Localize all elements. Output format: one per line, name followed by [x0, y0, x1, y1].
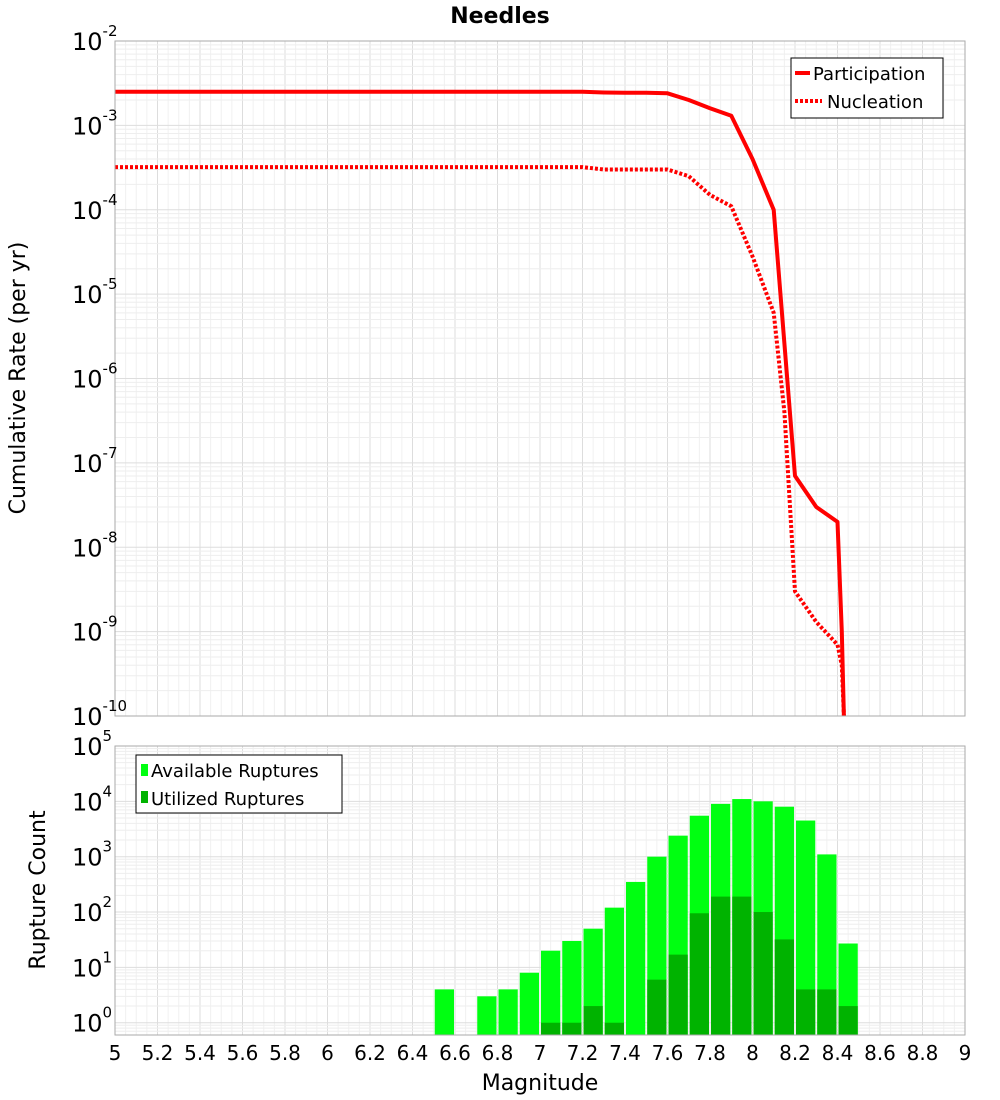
x-tick-label: 6.2 [354, 1041, 386, 1065]
x-tick-label: 5.8 [269, 1041, 301, 1065]
rate-plot-frame [114, 40, 966, 717]
available-ruptures-bar [434, 989, 454, 1035]
count-plot-frame [114, 745, 966, 1036]
utilized-ruptures-bar [817, 989, 837, 1035]
count-y-tick-label: 100 [72, 1004, 112, 1038]
x-tick-label: 7.8 [694, 1041, 726, 1065]
utilized-ruptures-bar [689, 913, 709, 1035]
x-tick-label: 8 [746, 1041, 759, 1065]
utilized-legend-label: Utilized Ruptures [151, 789, 304, 810]
available-legend-swatch [141, 764, 148, 776]
rate-y-tick-label: 10-3 [72, 106, 118, 140]
rate-y-tick-label: 10-5 [72, 275, 118, 309]
available-ruptures-bar [477, 996, 497, 1035]
utilized-ruptures-bar [838, 1006, 858, 1035]
x-tick-label: 8.4 [822, 1041, 854, 1065]
utilized-ruptures-bar [753, 912, 773, 1035]
x-tick-label: 5 [109, 1041, 122, 1065]
rate-y-tick-label: 10-2 [72, 22, 118, 56]
nucleation-line [115, 165, 846, 717]
x-tick-label: 9 [959, 1041, 972, 1065]
rate-y-tick-label: 10-4 [72, 191, 118, 225]
chart-title: Needles [450, 4, 550, 29]
count-y-tick-label: 102 [72, 893, 112, 927]
x-tick-label: 5.2 [142, 1041, 174, 1065]
utilized-ruptures-bar [562, 1022, 582, 1035]
x-tick-label: 8.2 [779, 1041, 811, 1065]
utilized-ruptures-bar [541, 1022, 561, 1035]
participation-legend-label: Participation [813, 64, 925, 85]
available-ruptures-bar [796, 820, 816, 1035]
rate-y-tick-label: 10-10 [72, 697, 127, 731]
utilized-ruptures-bar [583, 1006, 603, 1035]
x-tick-label: 7.4 [609, 1041, 641, 1065]
participation-line [115, 89, 846, 717]
x-tick-label: 5.4 [184, 1041, 216, 1065]
x-axis-title: Magnitude [482, 1071, 599, 1096]
count-y-axis-title: Rupture Count [26, 810, 51, 970]
utilized-ruptures-bar [774, 939, 794, 1035]
utilized-legend-swatch [141, 791, 148, 803]
nucleation-legend-label: Nucleation [827, 92, 923, 113]
utilized-ruptures-bars [541, 896, 858, 1035]
x-tick-label: 8.6 [864, 1041, 896, 1065]
utilized-ruptures-bar [732, 896, 752, 1035]
available-ruptures-bar [498, 989, 518, 1035]
x-tick-label: 6.8 [482, 1041, 514, 1065]
count-y-tick-label: 103 [72, 838, 112, 872]
utilized-ruptures-bar [796, 989, 816, 1035]
rate-grid [114, 40, 966, 717]
utilized-ruptures-bar [711, 896, 731, 1035]
x-tick-label: 6 [321, 1041, 334, 1065]
count-y-tick-label: 104 [72, 782, 112, 816]
utilized-ruptures-bar [668, 954, 688, 1035]
utilized-ruptures-bar [647, 979, 667, 1035]
utilized-ruptures-bar [604, 1022, 624, 1035]
rate-y-axis-title: Cumulative Rate (per yr) [6, 242, 31, 515]
count-legend: Available Ruptures Utilized Ruptures [135, 754, 343, 814]
rate-y-ticks: 10-10 10-9 10-8 10-7 10-6 10-5 10-4 10-3 10-2 [72, 22, 127, 731]
count-legend-box [135, 754, 343, 814]
x-tick-label: 6.6 [439, 1041, 471, 1065]
available-legend-label: Available Ruptures [151, 761, 319, 782]
x-tick-label: 7.6 [652, 1041, 684, 1065]
rupture-count-chart: 100 101 102 103 104 105 5 5.2 5.4 5.6 5.8 6 6.2 6.4 6… [26, 727, 971, 1096]
rate-legend-box [790, 57, 944, 119]
rate-y-tick-label: 10-8 [72, 528, 118, 562]
x-tick-label: 7 [534, 1041, 547, 1065]
rate-y-tick-label: 10-7 [72, 444, 118, 478]
count-y-tick-label: 101 [72, 948, 112, 982]
count-y-tick-label: 105 [72, 727, 112, 761]
count-y-ticks: 100 101 102 103 104 105 [72, 727, 112, 1038]
rate-y-tick-label: 10-6 [72, 360, 118, 394]
available-ruptures-bar [626, 881, 646, 1035]
x-tick-label: 8.8 [907, 1041, 939, 1065]
rate-legend: Participation Nucleation [790, 57, 944, 119]
rate-y-tick-label: 10-9 [72, 613, 118, 647]
x-tick-label: 7.2 [567, 1041, 599, 1065]
available-ruptures-bar [604, 907, 624, 1035]
available-ruptures-bar [519, 972, 539, 1035]
x-tick-label: 6.4 [397, 1041, 429, 1065]
x-ticks: 5 5.2 5.4 5.6 5.8 6 6.2 6.4 6.6 6.8 7 7.2 7.4 7.6 7.8 8… [109, 1041, 972, 1065]
x-tick-label: 5.6 [227, 1041, 259, 1065]
rate-chart: Needles 10-1010-910-810-710-610-510-410-… [6, 4, 966, 731]
rate-series [115, 89, 846, 717]
available-ruptures-bar [541, 950, 561, 1035]
available-ruptures-bar [562, 940, 582, 1035]
